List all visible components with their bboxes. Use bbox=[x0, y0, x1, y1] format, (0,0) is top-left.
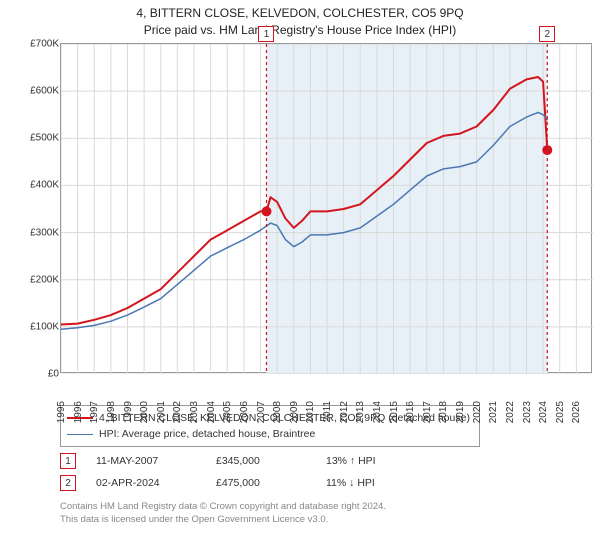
x-tick-label: 2009 bbox=[289, 401, 300, 423]
x-tick-label: 2000 bbox=[139, 401, 150, 423]
x-tick-label: 2012 bbox=[339, 401, 350, 423]
marker-table: 1 11-MAY-2007 £345,000 13% ↑ HPI 2 02-APR-202… bbox=[60, 453, 590, 497]
x-tick-label: 2016 bbox=[405, 401, 416, 423]
footer-attribution: Contains HM Land Registry data © Crown c… bbox=[60, 501, 590, 527]
x-tick-label: 2022 bbox=[505, 401, 516, 423]
x-tick-label: 2019 bbox=[455, 401, 466, 423]
marker-badge: 2 bbox=[60, 475, 76, 491]
marker-row: 2 02-APR-2024 £475,000 11% ↓ HPI bbox=[60, 475, 590, 491]
y-tick-label: £700K bbox=[30, 39, 59, 50]
chart-marker-badge: 2 bbox=[539, 26, 555, 42]
y-tick-label: £600K bbox=[30, 86, 59, 97]
x-tick-label: 2017 bbox=[422, 401, 433, 423]
marker-pct: 13% ↑ HPI bbox=[326, 455, 436, 467]
legend-item: HPI: Average price, detached house, Brai… bbox=[67, 426, 473, 442]
x-tick-label: 1999 bbox=[123, 401, 134, 423]
marker-badge: 1 bbox=[60, 453, 76, 469]
chart-subtitle: Price paid vs. HM Land Registry's House … bbox=[10, 23, 590, 37]
x-tick-label: 2008 bbox=[272, 401, 283, 423]
y-tick-label: £300K bbox=[30, 227, 59, 238]
chart-title: 4, BITTERN CLOSE, KELVEDON, COLCHESTER, … bbox=[10, 6, 590, 20]
x-tick-label: 1995 bbox=[56, 401, 67, 423]
footer-line-2: This data is licensed under the Open Gov… bbox=[60, 514, 590, 527]
x-tick-label: 2007 bbox=[256, 401, 267, 423]
legend-swatch bbox=[67, 434, 93, 435]
x-tick-label: 2021 bbox=[488, 401, 499, 423]
chart-plot-area: £0£100K£200K£300K£400K£500K£600K£700K 12 bbox=[60, 43, 592, 373]
x-tick-label: 2004 bbox=[206, 401, 217, 423]
y-axis-labels: £0£100K£200K£300K£400K£500K£600K£700K bbox=[17, 44, 59, 372]
chart-marker-badge: 1 bbox=[258, 26, 274, 42]
x-tick-label: 2010 bbox=[305, 401, 316, 423]
x-tick-label: 2020 bbox=[472, 401, 483, 423]
x-tick-label: 2015 bbox=[389, 401, 400, 423]
figure-container: 4, BITTERN CLOSE, KELVEDON, COLCHESTER, … bbox=[0, 0, 600, 560]
marker-price: £345,000 bbox=[216, 455, 306, 467]
y-tick-label: £400K bbox=[30, 180, 59, 191]
x-tick-label: 2025 bbox=[555, 401, 566, 423]
chart-outer: £0£100K£200K£300K£400K£500K£600K£700K 12… bbox=[60, 43, 584, 401]
x-tick-label: 2006 bbox=[239, 401, 250, 423]
marker-pct: 11% ↓ HPI bbox=[326, 477, 436, 489]
x-tick-label: 2003 bbox=[189, 401, 200, 423]
x-tick-label: 2023 bbox=[522, 401, 533, 423]
marker-date: 11-MAY-2007 bbox=[96, 455, 196, 467]
marker-date: 02-APR-2024 bbox=[96, 477, 196, 489]
legend-label: HPI: Average price, detached house, Brai… bbox=[99, 426, 315, 442]
x-tick-label: 2014 bbox=[372, 401, 383, 423]
x-axis-labels: 1995199619971998199920002001200220032004… bbox=[60, 373, 584, 401]
x-tick-label: 1997 bbox=[89, 401, 100, 423]
x-tick-label: 1998 bbox=[106, 401, 117, 423]
x-tick-label: 2001 bbox=[156, 401, 167, 423]
x-tick-label: 2013 bbox=[355, 401, 366, 423]
y-tick-label: £100K bbox=[30, 321, 59, 332]
x-tick-label: 2026 bbox=[571, 401, 582, 423]
x-tick-label: 2005 bbox=[222, 401, 233, 423]
y-tick-label: £200K bbox=[30, 274, 59, 285]
marker-row: 1 11-MAY-2007 £345,000 13% ↑ HPI bbox=[60, 453, 590, 469]
x-tick-label: 2011 bbox=[322, 401, 333, 423]
x-tick-label: 2024 bbox=[538, 401, 549, 423]
x-tick-label: 2018 bbox=[438, 401, 449, 423]
x-tick-label: 2002 bbox=[172, 401, 183, 423]
marker-price: £475,000 bbox=[216, 477, 306, 489]
footer-line-1: Contains HM Land Registry data © Crown c… bbox=[60, 501, 590, 514]
chart-svg bbox=[61, 44, 593, 374]
y-tick-label: £0 bbox=[48, 369, 59, 380]
y-tick-label: £500K bbox=[30, 133, 59, 144]
x-tick-label: 1996 bbox=[73, 401, 84, 423]
